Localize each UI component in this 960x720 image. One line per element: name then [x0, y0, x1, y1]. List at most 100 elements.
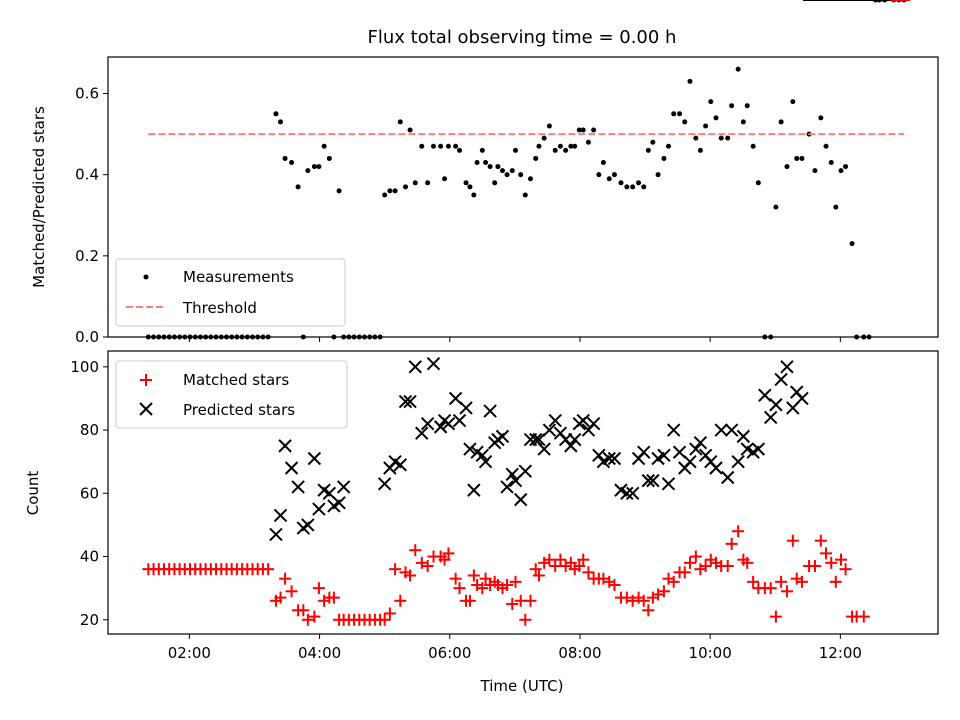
predicted-stars-point [774, 372, 788, 387]
matched-stars-point [449, 572, 462, 585]
matched-stars-point [839, 563, 852, 576]
measurements-point [382, 192, 388, 198]
measurements-point [818, 115, 824, 121]
matched-stars-point [732, 525, 745, 538]
measurements-point [708, 99, 714, 105]
predicted-stars-point [393, 458, 407, 472]
measurements-point [492, 180, 498, 186]
predicted-stars-point [441, 417, 456, 431]
predicted-stars-point [291, 480, 305, 494]
measurements-point [425, 180, 431, 186]
measurements-point [387, 188, 393, 194]
x-tick-label: 02:00 [168, 644, 211, 662]
predicted-stars-point [514, 492, 528, 507]
matched-stars-point [453, 582, 466, 595]
matched-stars-point [301, 613, 314, 626]
measurements-point [703, 123, 709, 129]
measurements-point [697, 147, 703, 153]
measurements-point [161, 334, 167, 340]
measurements-point [213, 334, 219, 340]
measurements-point [773, 204, 779, 210]
measurements-point [474, 160, 480, 166]
measurements-point [541, 135, 547, 141]
matched-stars-point [780, 585, 793, 598]
matched-stars-point [404, 569, 417, 582]
measurements-point [392, 188, 398, 194]
predicted-stars-point [452, 413, 467, 428]
measurements-point [636, 180, 642, 186]
ratio-panel: 0.0 0.2 0.4 0.6 Matched/Predicted stars Mea… [30, 0, 939, 346]
measurements-point [778, 119, 784, 125]
predicted-stars-point [564, 439, 578, 453]
matched-stars-point [506, 597, 519, 610]
measurements-point [341, 334, 347, 340]
predicted-stars-point [273, 508, 288, 523]
matched-stars-point [463, 594, 476, 607]
measurements-point [866, 334, 872, 340]
matched-stars-point [747, 575, 760, 588]
predicted-stars-point [689, 442, 703, 456]
measurements-point [218, 334, 224, 340]
predicted-stars-point [548, 413, 562, 428]
matched-stars-point [554, 553, 567, 566]
measurements-point [729, 103, 735, 109]
measurements-point [843, 164, 849, 170]
measurements-point [522, 192, 528, 198]
measurements-point [356, 334, 362, 340]
predicted-stars-point [637, 445, 651, 459]
measurements-point [166, 334, 172, 340]
measurements-point [655, 172, 661, 178]
matched-stars-point [775, 575, 788, 588]
measurements-point [402, 184, 408, 190]
predicted-stars-point [537, 442, 551, 456]
measurements-point [311, 164, 317, 170]
measurements-point [687, 78, 693, 84]
predicted-stars-point [721, 470, 735, 485]
matched-stars-point [529, 563, 542, 576]
measurements-point [682, 119, 688, 125]
measurements-point [838, 168, 844, 174]
predicted-stars-point [542, 423, 557, 437]
measurements-point [239, 334, 245, 340]
count-y-axis-ticks: 20 40 60 80 100 [70, 358, 108, 629]
x-tick-label: 12:00 [819, 644, 862, 662]
matched-stars-point [764, 582, 777, 595]
matched-stars-point [312, 582, 325, 595]
predicted-stars-point [625, 486, 640, 500]
measurements-point [671, 111, 677, 117]
predicted-stars-point [500, 480, 514, 494]
predicted-stars-point [505, 467, 519, 482]
ratio-legend: Measurements Threshold [115, 258, 346, 327]
predicted-stars-point [620, 486, 634, 500]
legend-matched-marker [140, 374, 152, 386]
measurements-point [828, 160, 834, 166]
measurements-point [260, 334, 266, 340]
legend-predicted-marker [139, 402, 153, 416]
matched-stars-point [519, 613, 532, 626]
count-y-axis-label: Count [24, 471, 42, 516]
matched-stars-point [582, 566, 595, 579]
measurements-point [624, 184, 630, 190]
measurements-point [677, 111, 683, 117]
measurements-point [255, 334, 261, 340]
measurements-point [784, 164, 790, 170]
predicted-stars-point [568, 432, 582, 447]
predicted-stars-point [607, 451, 622, 466]
measurements-point [735, 66, 741, 72]
measurements-point [203, 334, 209, 340]
matched-stars-point [285, 585, 298, 598]
matched-stars-point [543, 553, 556, 566]
measurements-point [483, 160, 489, 166]
predicted-stars-point [332, 496, 346, 510]
measurements-point [331, 334, 337, 340]
predicted-stars-point [478, 454, 493, 469]
measurements-point [321, 143, 327, 149]
measurements-point [457, 147, 463, 153]
matched-stars-point [642, 604, 655, 617]
measurements-point [289, 160, 295, 166]
measurements-point [326, 155, 332, 161]
measurements-point [305, 168, 311, 174]
predicted-stars-point [736, 429, 751, 444]
predicted-stars-point [795, 391, 809, 406]
predicted-stars-point [495, 429, 510, 444]
